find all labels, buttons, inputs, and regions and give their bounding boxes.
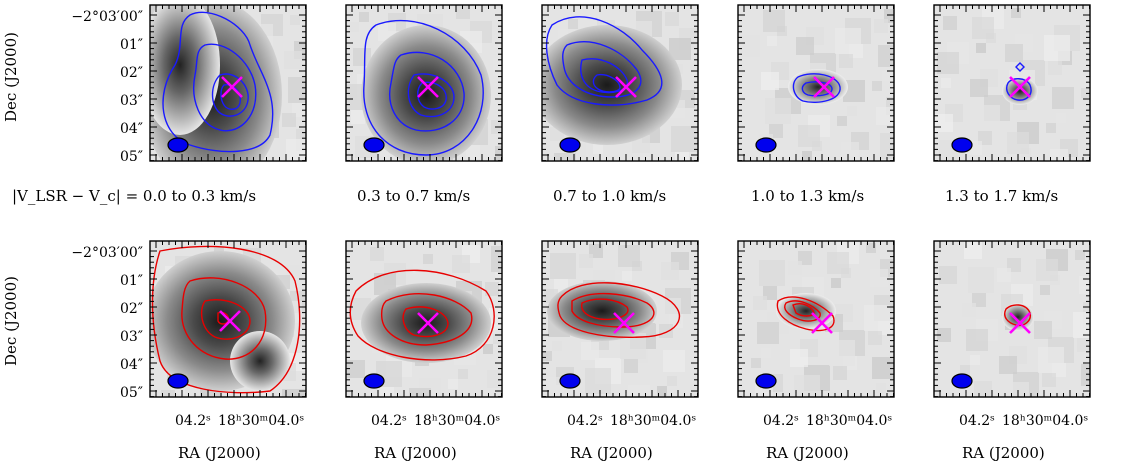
x-axis-label-5: RA (J2000) xyxy=(962,444,1045,462)
y-tick-bottom-0: −2°03′00″ xyxy=(71,245,143,261)
y-tick-top-2: 02″ xyxy=(120,65,143,81)
beam-ellipse xyxy=(168,138,188,152)
panel-blue-3 xyxy=(532,5,701,175)
beam-ellipse xyxy=(560,374,580,388)
x-axis-label-3: RA (J2000) xyxy=(570,444,653,462)
y-tick-top-5: 05″ xyxy=(120,149,143,165)
panel-red-2 xyxy=(346,241,517,410)
beam-ellipse xyxy=(168,374,188,388)
velocity-bin-4-title: 1.0 to 1.3 km/s xyxy=(751,187,864,205)
panel-red-1 xyxy=(145,241,312,415)
x-tick-right-4: 18ʰ30ᵐ04.0ˢ xyxy=(806,413,892,429)
velocity-bin-1-title: |V_LSR − V_c| = 0.0 to 0.3 km/s xyxy=(12,187,256,205)
x-tick-left-4: 04.2ˢ xyxy=(763,413,799,429)
x-tick-right-2: 18ʰ30ᵐ04.0ˢ xyxy=(414,413,500,429)
y-tick-bottom-3: 03″ xyxy=(120,329,143,345)
panel-blue-1 xyxy=(140,0,324,190)
panel-blue-4 xyxy=(738,5,906,172)
x-axis-label-4: RA (J2000) xyxy=(766,444,849,462)
velocity-bin-3-title: 0.7 to 1.0 km/s xyxy=(553,187,666,205)
velocity-bin-2-title: 0.3 to 0.7 km/s xyxy=(357,187,470,205)
x-tick-right-5: 18ʰ30ᵐ04.0ˢ xyxy=(1002,413,1088,429)
y-axis-label-top: Dec (J2000) xyxy=(2,32,20,122)
x-tick-left-3: 04.2ˢ xyxy=(567,413,603,429)
x-axis-label-1: RA (J2000) xyxy=(178,444,261,462)
y-tick-bottom-5: 05″ xyxy=(120,385,143,401)
beam-ellipse xyxy=(560,138,580,152)
panel-red-3 xyxy=(542,241,698,407)
x-tick-left-1: 04.2ˢ xyxy=(175,413,211,429)
beam-ellipse xyxy=(756,374,776,388)
beam-ellipse xyxy=(952,374,972,388)
panel-red-5 xyxy=(934,241,1109,408)
panel-red-4 xyxy=(738,241,900,402)
y-tick-bottom-4: 04″ xyxy=(120,357,143,373)
y-tick-bottom-2: 02″ xyxy=(120,301,143,317)
y-tick-bottom-1: 01″ xyxy=(120,273,143,289)
beam-ellipse xyxy=(756,138,776,152)
x-tick-right-1: 18ʰ30ᵐ04.0ˢ xyxy=(218,413,304,429)
y-tick-top-4: 04″ xyxy=(120,121,143,137)
x-tick-left-2: 04.2ˢ xyxy=(371,413,407,429)
y-tick-top-1: 01″ xyxy=(120,37,143,53)
y-tick-top-3: 03″ xyxy=(120,93,143,109)
velocity-bin-5-title: 1.3 to 1.7 km/s xyxy=(945,187,1058,205)
x-tick-left-5: 04.2ˢ xyxy=(959,413,995,429)
beam-ellipse xyxy=(364,138,384,152)
panel-blue-5 xyxy=(934,5,1097,167)
beam-ellipse xyxy=(952,138,972,152)
y-axis-label-bottom: Dec (J2000) xyxy=(2,276,20,366)
beam-ellipse xyxy=(364,374,384,388)
x-axis-label-2: RA (J2000) xyxy=(374,444,457,462)
panel-blue-2 xyxy=(346,5,517,180)
x-tick-right-3: 18ʰ30ᵐ04.0ˢ xyxy=(610,413,696,429)
y-tick-top-0: −2°03′00″ xyxy=(71,9,143,25)
